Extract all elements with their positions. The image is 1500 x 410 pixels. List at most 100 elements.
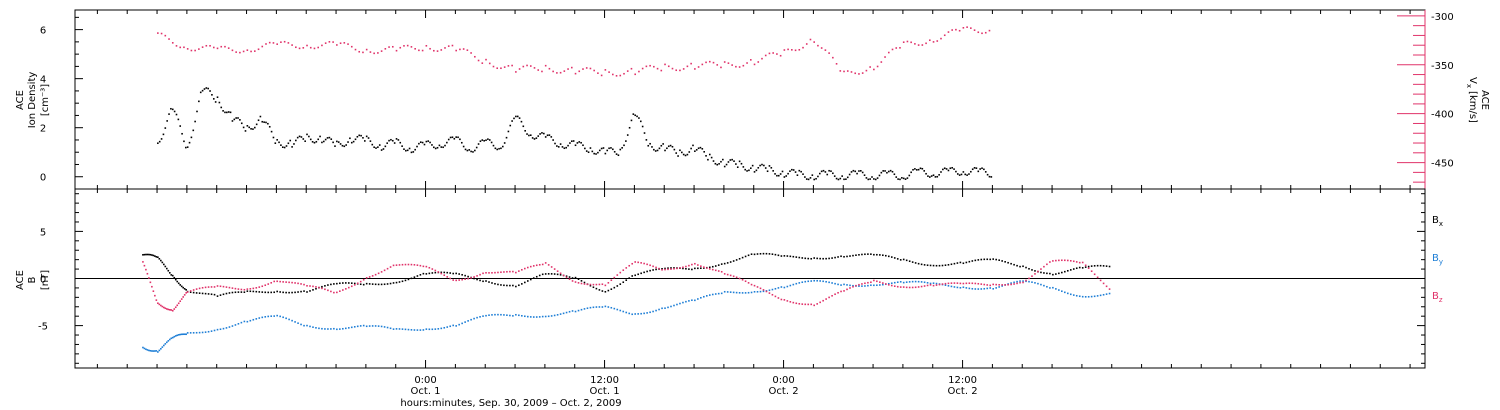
- top-y2label-unit: [km/s]: [1467, 91, 1478, 123]
- point: [944, 264, 947, 267]
- point: [887, 282, 890, 285]
- point: [285, 317, 287, 320]
- point: [350, 45, 353, 48]
- point: [529, 65, 532, 67]
- point: [941, 264, 944, 267]
- point: [1025, 279, 1027, 282]
- point: [449, 277, 452, 280]
- point: [828, 257, 830, 260]
- point: [729, 159, 732, 161]
- point: [309, 325, 311, 328]
- point: [606, 149, 609, 152]
- point: [968, 282, 971, 285]
- point: [521, 283, 523, 285]
- point: [750, 291, 753, 294]
- point: [1087, 267, 1090, 270]
- legend-bx-name: B: [1432, 215, 1439, 226]
- point: [809, 38, 812, 41]
- point: [980, 283, 983, 285]
- point: [368, 276, 371, 278]
- point: [425, 140, 428, 143]
- point: [686, 153, 689, 156]
- point: [412, 151, 415, 153]
- point: [1049, 261, 1051, 263]
- point: [224, 45, 226, 48]
- point: [176, 280, 179, 283]
- point: [964, 173, 967, 176]
- point: [810, 257, 813, 260]
- point: [352, 140, 355, 143]
- point: [1034, 270, 1036, 272]
- point: [846, 288, 848, 291]
- point: [950, 285, 953, 288]
- point: [515, 271, 517, 274]
- point: [207, 330, 210, 333]
- point: [1037, 270, 1039, 273]
- point: [246, 290, 249, 292]
- point: [981, 32, 983, 35]
- point: [828, 281, 830, 284]
- point: [278, 141, 280, 144]
- point: [497, 313, 499, 316]
- point: [183, 294, 186, 296]
- point: [798, 256, 801, 259]
- top-ytick-label-3: 6: [40, 26, 46, 37]
- point: [488, 62, 491, 65]
- point: [457, 136, 459, 139]
- point: [174, 306, 177, 309]
- point: [604, 290, 607, 293]
- point: [186, 48, 189, 50]
- point: [434, 147, 437, 150]
- point: [529, 316, 532, 318]
- point: [589, 283, 592, 286]
- point: [902, 177, 905, 180]
- point: [1010, 283, 1012, 286]
- point: [645, 139, 648, 141]
- point: [165, 267, 168, 270]
- point: [220, 106, 223, 109]
- point: [807, 257, 810, 260]
- point: [492, 144, 495, 147]
- point: [410, 151, 413, 154]
- point: [771, 288, 774, 291]
- point: [780, 255, 783, 257]
- point: [477, 59, 480, 62]
- point: [401, 145, 403, 147]
- point: [550, 136, 553, 138]
- point: [896, 285, 899, 288]
- point: [216, 295, 219, 297]
- point: [902, 281, 905, 284]
- point: [714, 265, 717, 267]
- point: [926, 284, 929, 287]
- point: [959, 261, 962, 264]
- point: [336, 291, 338, 294]
- point: [229, 111, 232, 114]
- point: [835, 177, 838, 180]
- point: [321, 141, 323, 144]
- point: [312, 285, 314, 288]
- point: [407, 263, 410, 266]
- point: [254, 126, 256, 129]
- point: [685, 267, 687, 270]
- point: [703, 151, 705, 153]
- point: [452, 272, 455, 275]
- point: [798, 302, 801, 305]
- point: [388, 46, 390, 48]
- point: [359, 280, 362, 283]
- point: [158, 303, 161, 306]
- point: [327, 328, 329, 330]
- point: [500, 147, 502, 150]
- point: [1061, 259, 1063, 262]
- point: [919, 167, 922, 170]
- point: [330, 290, 332, 293]
- point: [556, 72, 558, 74]
- point: [846, 284, 848, 286]
- point: [801, 303, 804, 305]
- point: [347, 141, 349, 143]
- point: [224, 111, 226, 114]
- point: [1055, 259, 1057, 262]
- point: [321, 287, 323, 290]
- point: [852, 169, 855, 172]
- point: [538, 316, 541, 318]
- point: [785, 175, 788, 177]
